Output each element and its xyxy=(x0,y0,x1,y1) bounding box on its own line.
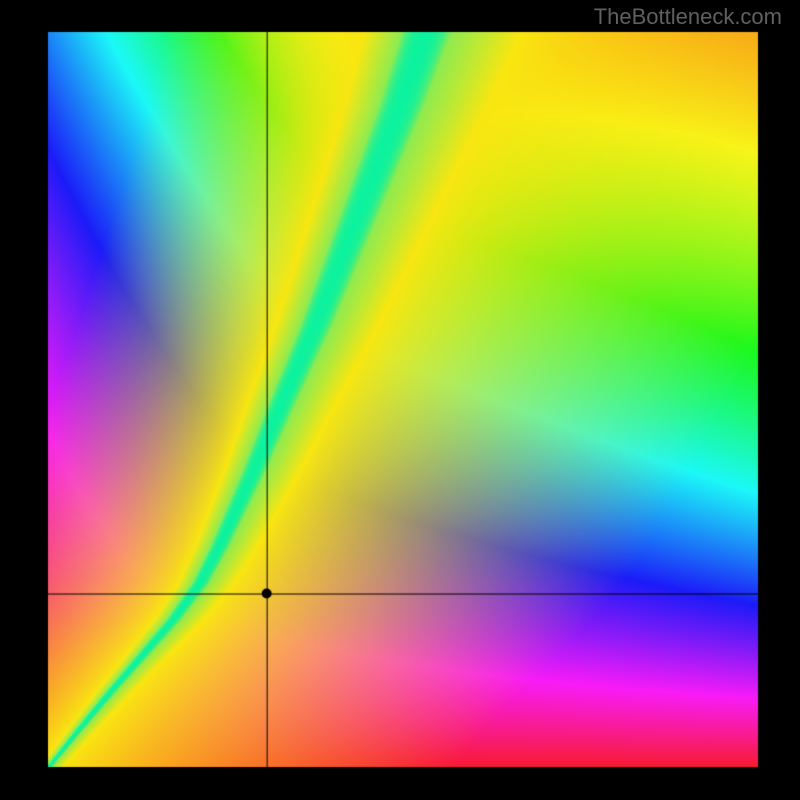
chart-container: TheBottleneck.com xyxy=(0,0,800,800)
watermark-text: TheBottleneck.com xyxy=(594,4,782,30)
heatmap-plot xyxy=(0,0,800,800)
